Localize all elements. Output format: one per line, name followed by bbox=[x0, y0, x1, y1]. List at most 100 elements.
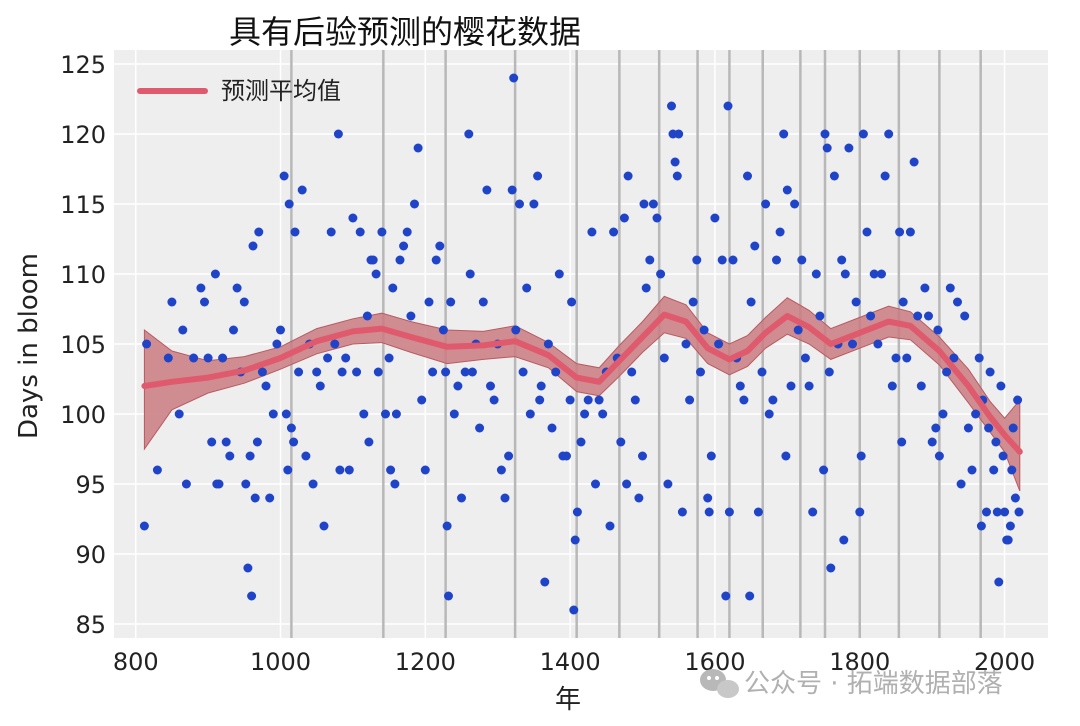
data-point bbox=[243, 563, 253, 573]
data-point bbox=[735, 381, 745, 391]
data-point bbox=[178, 325, 188, 335]
data-point bbox=[891, 353, 901, 363]
data-point bbox=[518, 367, 528, 377]
data-point bbox=[247, 591, 257, 601]
data-point bbox=[457, 493, 466, 503]
data-point bbox=[377, 227, 387, 237]
data-point bbox=[229, 325, 238, 335]
y-tick-label: 125 bbox=[60, 51, 106, 79]
data-point bbox=[822, 143, 832, 153]
data-point bbox=[627, 367, 637, 377]
data-point bbox=[431, 255, 441, 265]
data-point bbox=[992, 507, 1002, 517]
y-tick-label: 90 bbox=[75, 541, 106, 569]
data-point bbox=[753, 507, 763, 517]
data-point bbox=[714, 339, 724, 349]
data-point bbox=[583, 395, 593, 405]
data-point bbox=[335, 465, 345, 475]
data-point bbox=[884, 129, 894, 139]
data-point bbox=[1007, 465, 1017, 475]
data-point bbox=[515, 199, 524, 209]
data-point bbox=[829, 171, 839, 181]
data-point bbox=[326, 227, 336, 237]
data-point bbox=[692, 255, 702, 265]
data-point bbox=[373, 367, 383, 377]
data-point bbox=[659, 353, 669, 363]
data-point bbox=[587, 227, 597, 237]
data-point bbox=[496, 465, 506, 475]
data-point bbox=[855, 507, 865, 517]
data-point bbox=[232, 283, 242, 293]
data-point bbox=[417, 395, 427, 405]
data-point bbox=[858, 129, 868, 139]
data-point bbox=[634, 493, 644, 503]
data-point bbox=[648, 199, 658, 209]
data-point bbox=[371, 269, 381, 279]
data-point bbox=[856, 451, 866, 461]
data-point bbox=[652, 213, 662, 223]
mean-line-layer bbox=[141, 311, 1023, 455]
data-point bbox=[221, 437, 231, 447]
data-point bbox=[745, 591, 755, 601]
data-point bbox=[261, 381, 271, 391]
data-point bbox=[998, 451, 1008, 461]
data-point bbox=[359, 409, 369, 419]
data-point bbox=[786, 381, 796, 391]
data-point bbox=[413, 143, 423, 153]
data-point bbox=[554, 269, 564, 279]
data-point bbox=[562, 451, 571, 461]
data-point bbox=[355, 227, 365, 237]
data-point bbox=[174, 409, 184, 419]
data-point bbox=[622, 479, 632, 489]
data-point bbox=[196, 283, 206, 293]
data-point bbox=[873, 339, 883, 349]
y-tick-label: 120 bbox=[60, 121, 106, 149]
data-point bbox=[536, 381, 546, 391]
interval-band bbox=[143, 295, 1021, 492]
data-point bbox=[820, 129, 830, 139]
data-point bbox=[388, 283, 398, 293]
data-point bbox=[1010, 493, 1020, 503]
data-point bbox=[482, 185, 492, 195]
data-point bbox=[319, 521, 329, 531]
data-point bbox=[284, 199, 294, 209]
data-point bbox=[294, 367, 304, 377]
data-point bbox=[467, 367, 477, 377]
data-point bbox=[529, 199, 539, 209]
data-point bbox=[724, 507, 734, 517]
data-point bbox=[289, 437, 299, 447]
data-point bbox=[1000, 507, 1010, 517]
data-point bbox=[877, 269, 886, 279]
data-point bbox=[395, 255, 405, 265]
data-point bbox=[565, 395, 575, 405]
data-point bbox=[250, 493, 260, 503]
data-point bbox=[248, 241, 258, 251]
data-point bbox=[616, 437, 626, 447]
data-point bbox=[214, 479, 224, 489]
data-point bbox=[800, 353, 810, 363]
data-point bbox=[991, 437, 1001, 447]
data-point bbox=[934, 451, 944, 461]
data-point bbox=[699, 325, 709, 335]
data-point bbox=[570, 535, 580, 545]
data-point bbox=[761, 199, 771, 209]
data-point bbox=[441, 367, 451, 377]
data-point bbox=[909, 157, 919, 167]
data-point bbox=[290, 227, 300, 237]
data-point bbox=[721, 591, 731, 601]
data-point bbox=[960, 311, 970, 321]
data-point bbox=[535, 395, 545, 405]
data-point bbox=[567, 297, 577, 307]
x-tick-label: 2000 bbox=[974, 648, 1035, 676]
data-point bbox=[489, 395, 499, 405]
data-point bbox=[974, 353, 984, 363]
data-point bbox=[464, 129, 474, 139]
data-point bbox=[677, 507, 687, 517]
data-point bbox=[895, 227, 905, 237]
data-point bbox=[641, 283, 651, 293]
data-point bbox=[591, 479, 600, 489]
data-point bbox=[381, 409, 390, 419]
data-point bbox=[446, 297, 456, 307]
data-point bbox=[916, 381, 926, 391]
